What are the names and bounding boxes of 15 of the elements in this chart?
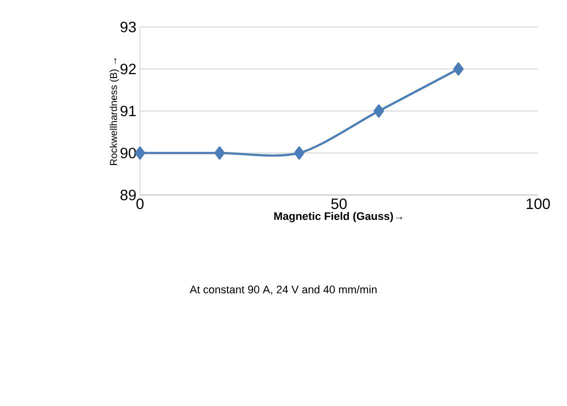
point bbox=[453, 62, 464, 76]
y-axis-title: Rockwellhardness (B) → bbox=[110, 58, 120, 165]
y-tick-label: 92 bbox=[120, 64, 136, 74]
y-tick-label: 90 bbox=[120, 148, 136, 158]
x-tick-label: 100 bbox=[526, 198, 550, 210]
y-tick-label: 89 bbox=[120, 190, 136, 200]
x-tick-label: 50 bbox=[331, 198, 347, 210]
point bbox=[214, 146, 225, 160]
point bbox=[374, 104, 384, 118]
x-tick-label: 0 bbox=[136, 198, 144, 210]
y-tick-label: 93 bbox=[120, 22, 136, 32]
point bbox=[294, 146, 304, 160]
x-axis-title: Magnetic Field (Gauss)→ bbox=[274, 212, 402, 222]
y-tick-label: 91 bbox=[120, 106, 136, 116]
text: At constant 90 A, 24 V and 40 mm/min bbox=[190, 285, 377, 295]
